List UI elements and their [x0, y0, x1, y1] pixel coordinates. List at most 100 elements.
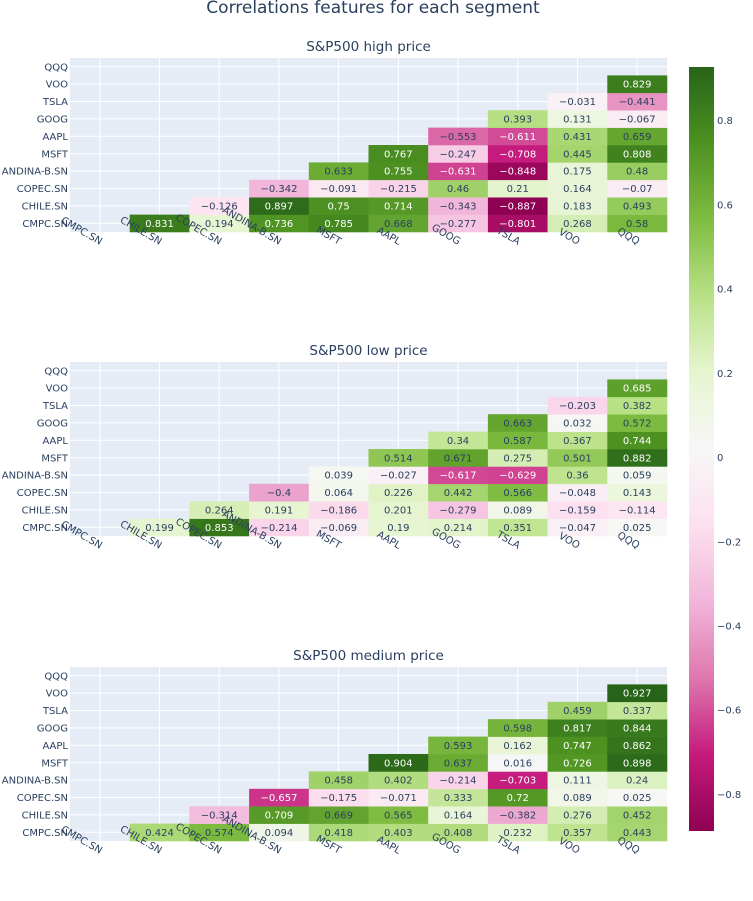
cell-label: 0.46 — [447, 184, 469, 195]
heatmap-cell — [547, 466, 608, 485]
heatmap-cell — [189, 518, 250, 537]
y-tick-label: VOO — [46, 689, 69, 700]
heatmap-cell — [547, 414, 608, 432]
cell-label: 0.443 — [623, 828, 652, 839]
cell-label: 0.898 — [623, 758, 652, 769]
heatmap-cell — [428, 214, 489, 233]
cell-label: 0.094 — [265, 828, 294, 839]
heatmap-cell — [547, 449, 608, 467]
heatmap-cell — [249, 197, 310, 215]
colorbar-tick-label: 0 — [717, 453, 723, 464]
heatmap-cell — [368, 501, 429, 519]
cell-label: −0.314 — [201, 811, 238, 822]
heatmap-cell — [547, 214, 608, 233]
heatmap-cell — [428, 823, 489, 842]
cell-label: 0.162 — [503, 741, 532, 752]
heatmap-cell — [607, 788, 668, 807]
cell-label: 0.424 — [145, 828, 174, 839]
y-tick-label: CHILE.SN — [22, 506, 68, 517]
y-tick-label: QQQ — [44, 62, 68, 73]
cell-label: −0.214 — [260, 523, 297, 534]
cell-label: 0.714 — [384, 202, 413, 213]
heatmap-cell — [249, 214, 310, 233]
heatmap-cell — [368, 197, 429, 215]
heatmap-cell — [607, 823, 668, 842]
heatmap-cell — [607, 431, 668, 450]
heatmap-cell — [547, 788, 608, 807]
cell-label: 0.598 — [503, 724, 532, 735]
heatmap-cell — [487, 466, 548, 485]
cell-label: −0.553 — [440, 132, 477, 143]
heatmap-cell — [547, 179, 608, 198]
cell-label: 0.904 — [384, 758, 413, 769]
y-tick-label: TSLA — [42, 706, 68, 717]
heatmap-cell — [249, 806, 310, 824]
cell-label: 0.458 — [324, 776, 353, 787]
heatmap-cell — [487, 719, 548, 737]
heatmap-cell — [487, 214, 548, 233]
cell-label: −0.617 — [440, 471, 477, 482]
cell-label: 0.418 — [324, 828, 353, 839]
cell-label: 0.191 — [265, 506, 294, 517]
cell-label: 0.264 — [205, 506, 234, 517]
cell-label: 0.671 — [444, 453, 473, 464]
heatmap-cell — [249, 483, 310, 502]
cell-label: 0.111 — [563, 776, 592, 787]
heatmap-cell — [547, 145, 608, 163]
cell-label: 0.194 — [205, 219, 234, 230]
heatmap-cell — [368, 162, 429, 181]
cell-label: 0.574 — [205, 828, 234, 839]
heatmap-cell — [547, 110, 608, 128]
cell-label: 0.268 — [563, 219, 592, 230]
cell-label: 0.58 — [626, 219, 648, 230]
cell-label: 0.744 — [623, 436, 652, 447]
colorbar-tick-label: 0.8 — [717, 116, 733, 127]
heatmap-cell — [547, 197, 608, 215]
heatmap-cell — [129, 518, 190, 537]
heatmap-cell — [189, 806, 250, 824]
heatmap-cell — [547, 736, 608, 755]
cell-label: −0.703 — [499, 776, 536, 787]
cell-label: 0.232 — [503, 828, 532, 839]
heatmap-cell — [428, 483, 489, 502]
cell-label: 0.442 — [444, 488, 473, 499]
heatmap-cell — [547, 701, 608, 720]
heatmap-cell — [547, 501, 608, 519]
cell-label: 0.663 — [503, 419, 532, 430]
panel-title: S&P500 high price — [306, 39, 431, 55]
cell-label: 0.131 — [563, 115, 592, 126]
y-tick-label: COPEC.SN — [17, 184, 68, 195]
y-tick-label: TSLA — [42, 401, 68, 412]
heatmap-cell — [607, 127, 668, 146]
heatmap-cell — [308, 788, 369, 807]
cell-label: −0.07 — [622, 184, 653, 195]
heatmap-cell — [607, 483, 668, 502]
cell-label: 0.175 — [563, 167, 592, 178]
heatmap-cell — [368, 214, 429, 233]
heatmap-cell — [428, 449, 489, 467]
y-tick-label: QQQ — [44, 366, 68, 377]
cell-label: 0.709 — [265, 811, 294, 822]
cell-label: −0.214 — [440, 776, 477, 787]
cell-label: 0.36 — [566, 471, 588, 482]
cell-label: 0.565 — [384, 811, 413, 822]
cell-label: −0.114 — [619, 506, 656, 517]
cell-label: 0.337 — [623, 706, 652, 717]
heatmap-cell — [308, 466, 369, 485]
colorbar-gradient — [689, 67, 714, 831]
heatmap-cell — [428, 754, 489, 772]
cell-label: −0.067 — [619, 115, 656, 126]
heatmap-cell — [487, 449, 548, 467]
cell-label: 0.75 — [328, 202, 350, 213]
heatmap-cell — [607, 736, 668, 755]
heatmap-cell — [487, 788, 548, 807]
cell-label: −0.091 — [320, 184, 357, 195]
heatmap-panel-1: S&P500 high price 0.831 0.194 0.736 0.785 0.6… — [2, 39, 668, 248]
heatmap-cell — [368, 466, 429, 485]
heatmap-cell — [607, 145, 668, 163]
heatmap-cell — [249, 823, 310, 842]
cell-label: 0.755 — [384, 167, 413, 178]
cell-label: 0.897 — [265, 202, 294, 213]
cell-label: 0.164 — [444, 811, 473, 822]
heatmap-cell — [368, 806, 429, 824]
